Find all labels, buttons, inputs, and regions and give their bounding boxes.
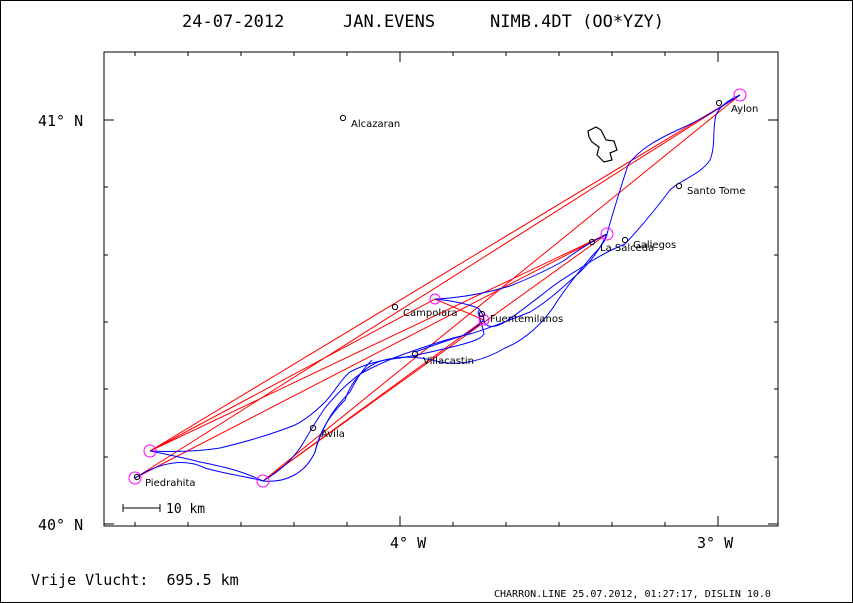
town-la-salceda: La Salceda <box>588 238 654 254</box>
town-avila: Avila <box>309 424 345 440</box>
lat-label-41: 41° N <box>38 112 83 130</box>
town-marker <box>411 350 419 358</box>
reservoir-outline <box>587 126 618 163</box>
town-label: Fuentemilanos <box>490 314 563 325</box>
flight-distance: Vrije Vlucht: 695.5 km <box>31 571 239 589</box>
town-villacastin: Villacastin <box>411 350 474 367</box>
gps-track <box>134 94 741 482</box>
town-fuentemilanos: Fuentemilanos <box>478 310 563 325</box>
town-campolara: Campolara <box>391 303 457 319</box>
town-marker <box>391 303 399 311</box>
scale-bar: 10 km <box>122 502 205 517</box>
towns-layer: Alcazaran Aylon Santo Tome Gallegos La S… <box>133 99 758 489</box>
town-label: Aylon <box>731 104 758 115</box>
turnpoint-circle <box>143 444 157 458</box>
town-marker <box>715 99 723 107</box>
turnpoint-circle <box>429 293 441 305</box>
town-label: Villacastin <box>423 356 474 367</box>
town-aylon: Aylon <box>715 99 758 115</box>
axis-ticks <box>104 52 778 526</box>
turnpoint-circle <box>600 227 614 241</box>
scale-bar-label: 10 km <box>166 502 205 517</box>
lon-label-3w: 3° W <box>697 534 734 552</box>
lat-label-40: 40° N <box>38 516 83 534</box>
town-alcazaran: Alcazaran <box>339 114 400 130</box>
town-marker <box>675 182 683 190</box>
town-marker <box>339 114 347 122</box>
turnpoint-circle <box>733 88 747 102</box>
town-label: Piedrahita <box>145 478 196 489</box>
town-label: Alcazaran <box>351 119 400 130</box>
town-gallegos: Gallegos <box>621 236 676 251</box>
town-label: Avila <box>321 429 345 440</box>
town-label: Campolara <box>403 308 457 319</box>
lon-label-4w: 4° W <box>390 534 427 552</box>
town-label: La Salceda <box>600 243 654 254</box>
task-lines <box>134 94 741 482</box>
turnpoint-circle <box>128 471 142 485</box>
town-marker <box>478 310 486 318</box>
town-piedrahita: Piedrahita <box>133 473 196 489</box>
town-marker <box>621 236 629 244</box>
footer-info: CHARRON.LINE 25.07.2012, 01:27:17, DISLI… <box>494 589 771 600</box>
pilot-name: JAN.EVENS <box>343 12 435 32</box>
flight-date: 24-07-2012 <box>182 12 284 32</box>
town-label: Gallegos <box>633 240 676 251</box>
plot-frame <box>103 51 779 527</box>
town-marker <box>588 238 596 246</box>
turnpoint-circles <box>128 88 747 488</box>
town-label: Santo Tome <box>687 186 745 197</box>
glider-name: NIMB.4DT (OO*YZY) <box>490 12 664 32</box>
town-marker <box>309 424 317 432</box>
turnpoint-circle <box>256 474 270 488</box>
town-marker <box>133 473 141 481</box>
town-santo-tome: Santo Tome <box>675 182 745 197</box>
